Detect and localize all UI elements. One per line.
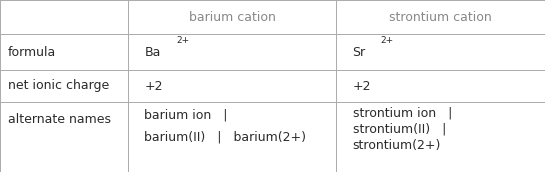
Text: Sr: Sr [353,46,366,58]
Text: +2: +2 [353,79,371,93]
Text: strontium(2+): strontium(2+) [353,139,441,152]
Text: barium(II)   |   barium(2+): barium(II) | barium(2+) [144,130,306,143]
Text: barium cation: barium cation [189,11,276,24]
Text: barium ion   |: barium ion | [144,108,228,121]
Text: net ionic charge: net ionic charge [8,79,110,93]
Text: 2+: 2+ [177,36,190,45]
Text: strontium cation: strontium cation [389,11,492,24]
Text: strontium ion   |: strontium ion | [353,106,452,119]
Text: formula: formula [8,46,57,58]
Text: strontium(II)   |: strontium(II) | [353,123,446,136]
Text: alternate names: alternate names [8,113,111,126]
Text: +2: +2 [144,79,163,93]
Text: 2+: 2+ [380,36,393,45]
Text: Ba: Ba [144,46,161,58]
